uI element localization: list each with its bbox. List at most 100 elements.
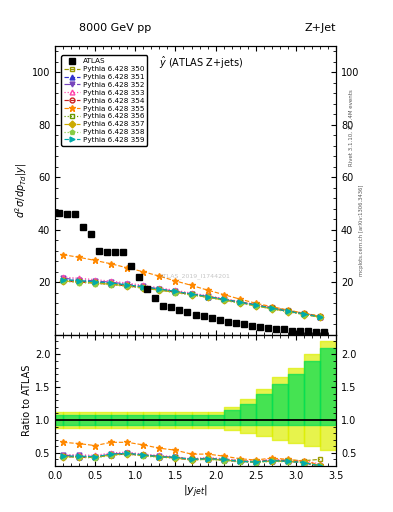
ATLAS (201, 313, 206, 319)
Pythia 6.428 356 (157, 286, 162, 292)
Pythia 6.428 350 (221, 296, 226, 302)
Pythia 6.428 359 (253, 302, 258, 308)
Pythia 6.428 352 (173, 288, 178, 294)
ATLAS (257, 324, 262, 330)
Pythia 6.428 354 (77, 279, 81, 285)
Line: Pythia 6.428 354: Pythia 6.428 354 (61, 279, 322, 319)
Pythia 6.428 351 (189, 291, 194, 297)
Legend: ATLAS, Pythia 6.428 350, Pythia 6.428 351, Pythia 6.428 352, Pythia 6.428 353, P: ATLAS, Pythia 6.428 350, Pythia 6.428 35… (61, 55, 147, 146)
Pythia 6.428 351 (173, 289, 178, 295)
Pythia 6.428 353 (141, 282, 146, 288)
Pythia 6.428 351 (93, 279, 97, 285)
Pythia 6.428 354 (237, 300, 242, 306)
Pythia 6.428 358 (205, 294, 210, 301)
Pythia 6.428 355 (157, 273, 162, 279)
Pythia 6.428 357 (301, 311, 306, 317)
Text: Z+Jet: Z+Jet (305, 23, 336, 33)
Pythia 6.428 350 (61, 278, 65, 284)
ATLAS (265, 325, 270, 331)
Pythia 6.428 358 (270, 306, 274, 312)
Pythia 6.428 354 (61, 278, 65, 284)
Pythia 6.428 354 (125, 283, 130, 289)
Pythia 6.428 353 (189, 290, 194, 296)
Pythia 6.428 352 (285, 308, 290, 314)
Pythia 6.428 356 (237, 300, 242, 306)
Pythia 6.428 357 (173, 289, 178, 295)
ATLAS (281, 327, 286, 333)
Pythia 6.428 356 (93, 279, 97, 285)
ATLAS (169, 304, 174, 310)
Pythia 6.428 353 (173, 287, 178, 293)
Pythia 6.428 350 (285, 307, 290, 313)
Pythia 6.428 358 (173, 290, 178, 296)
Pythia 6.428 355 (270, 304, 274, 310)
Pythia 6.428 357 (221, 297, 226, 303)
Line: Pythia 6.428 353: Pythia 6.428 353 (61, 274, 322, 319)
Pythia 6.428 357 (141, 285, 146, 291)
Pythia 6.428 355 (141, 269, 146, 275)
Pythia 6.428 350 (318, 313, 322, 319)
Text: 8000 GeV pp: 8000 GeV pp (79, 23, 151, 33)
Pythia 6.428 350 (270, 304, 274, 310)
Pythia 6.428 359 (93, 279, 97, 285)
Pythia 6.428 358 (141, 285, 146, 291)
ATLAS (161, 303, 166, 309)
Pythia 6.428 355 (318, 313, 322, 319)
Text: $\hat{y}$ (ATLAS Z+jets): $\hat{y}$ (ATLAS Z+jets) (159, 55, 243, 71)
Pythia 6.428 352 (125, 281, 130, 287)
Pythia 6.428 359 (77, 278, 81, 284)
Line: ATLAS: ATLAS (56, 209, 327, 335)
Text: mcplots.cern.ch [arXiv:1306.3436]: mcplots.cern.ch [arXiv:1306.3436] (359, 185, 364, 276)
Pythia 6.428 354 (205, 294, 210, 300)
ATLAS (73, 211, 77, 217)
Pythia 6.428 358 (109, 282, 114, 288)
Pythia 6.428 354 (189, 291, 194, 297)
Pythia 6.428 359 (221, 296, 226, 303)
Pythia 6.428 355 (125, 265, 130, 271)
Pythia 6.428 355 (205, 287, 210, 293)
Pythia 6.428 358 (221, 297, 226, 304)
Pythia 6.428 352 (157, 286, 162, 292)
ATLAS (193, 312, 198, 318)
Pythia 6.428 357 (285, 309, 290, 315)
Pythia 6.428 359 (285, 308, 290, 314)
Pythia 6.428 352 (270, 305, 274, 311)
Pythia 6.428 351 (270, 305, 274, 311)
Pythia 6.428 357 (270, 306, 274, 312)
Pythia 6.428 351 (157, 286, 162, 292)
ATLAS (274, 327, 278, 333)
Pythia 6.428 358 (157, 287, 162, 293)
ATLAS (177, 307, 182, 313)
ATLAS (145, 286, 150, 292)
Pythia 6.428 356 (301, 311, 306, 317)
Pythia 6.428 351 (285, 308, 290, 314)
Line: Pythia 6.428 355: Pythia 6.428 355 (60, 251, 323, 320)
Pythia 6.428 357 (189, 292, 194, 298)
Pythia 6.428 353 (125, 280, 130, 286)
Pythia 6.428 351 (125, 282, 130, 288)
Pythia 6.428 358 (77, 280, 81, 286)
Pythia 6.428 359 (109, 280, 114, 286)
Pythia 6.428 353 (253, 302, 258, 308)
ATLAS (113, 249, 118, 255)
Line: Pythia 6.428 352: Pythia 6.428 352 (61, 276, 322, 319)
ATLAS (185, 309, 190, 315)
Pythia 6.428 354 (221, 297, 226, 303)
Pythia 6.428 356 (173, 289, 178, 295)
Pythia 6.428 356 (270, 305, 274, 311)
Pythia 6.428 351 (61, 276, 65, 283)
Pythia 6.428 353 (205, 292, 210, 298)
Pythia 6.428 352 (61, 275, 65, 282)
ATLAS (81, 224, 86, 230)
Pythia 6.428 354 (109, 281, 114, 287)
Pythia 6.428 357 (237, 300, 242, 306)
Pythia 6.428 350 (237, 298, 242, 305)
Pythia 6.428 354 (318, 314, 322, 320)
Pythia 6.428 353 (77, 275, 81, 282)
Pythia 6.428 354 (270, 305, 274, 311)
Pythia 6.428 353 (318, 313, 322, 319)
X-axis label: $|y_{jet}|$: $|y_{jet}|$ (183, 483, 208, 500)
Pythia 6.428 351 (318, 313, 322, 319)
Line: Pythia 6.428 358: Pythia 6.428 358 (61, 279, 322, 320)
Pythia 6.428 350 (141, 284, 146, 290)
